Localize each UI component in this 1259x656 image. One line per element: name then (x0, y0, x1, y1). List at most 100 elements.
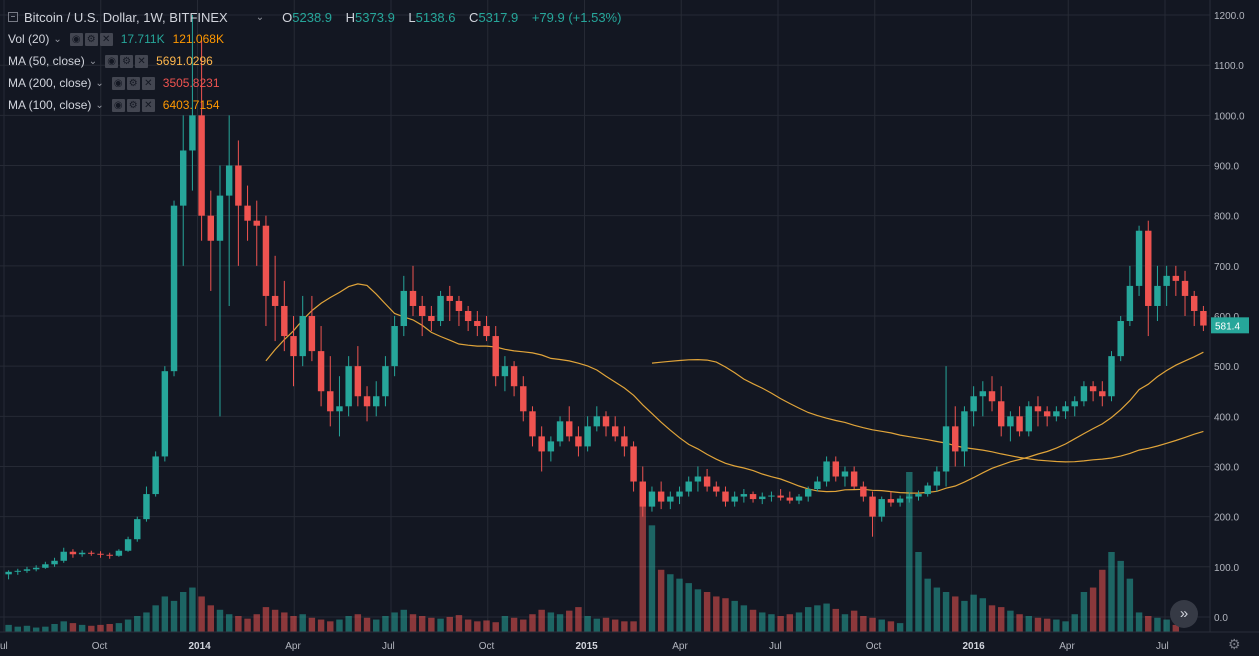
gear-icon[interactable]: ⚙ (1228, 636, 1241, 652)
volume-bar (823, 603, 830, 632)
volume-bar (492, 622, 499, 632)
candle-body (271, 295, 279, 306)
volume-bar (88, 625, 95, 632)
candle-body (676, 491, 683, 497)
volume-bar (124, 619, 132, 632)
close-icon[interactable]: ✕ (141, 98, 155, 112)
indicator-name[interactable]: Vol (20) (8, 32, 50, 46)
indicator-row[interactable]: Vol (20) ⌄ ◉ ⚙ ✕ 17.711K 121.068K (8, 28, 621, 50)
volume-bar (143, 612, 150, 632)
volume-bar (896, 623, 904, 632)
indicator-name[interactable]: MA (100, close) (8, 98, 92, 112)
volume-bar (437, 618, 444, 632)
chevron-down-icon[interactable]: ⌄ (95, 99, 104, 111)
price-tick-label: 900.0 (1214, 162, 1239, 173)
volume-bar (639, 489, 646, 632)
candle-body (961, 411, 968, 452)
volume-bar (308, 617, 316, 632)
candle-body (584, 426, 591, 447)
time-tick-label: Jul (382, 641, 395, 652)
indicator-buttons: ◉ ⚙ ✕ (105, 54, 149, 68)
candle-body (878, 499, 885, 517)
chevron-down-icon[interactable]: ⌄ (53, 33, 62, 45)
candle-body (336, 406, 343, 412)
volume-bar (198, 596, 205, 632)
volume-bar (262, 607, 270, 632)
chevron-down-icon[interactable]: ⌄ (255, 11, 265, 23)
time-tick-label: 2014 (189, 641, 212, 652)
volume-bar (189, 587, 196, 632)
eye-icon[interactable]: ◉ (111, 98, 125, 112)
time-tick-label: 2015 (576, 641, 599, 652)
candle-body (161, 371, 169, 457)
candle-body (621, 436, 628, 447)
chevron-down-icon[interactable]: ⌄ (95, 77, 104, 89)
candle-body (510, 366, 518, 387)
volume-bar (740, 605, 748, 632)
candle-body (78, 552, 86, 555)
candle-body (538, 436, 545, 452)
candle-body (667, 496, 674, 502)
volume-bar (529, 614, 536, 632)
volume-bar (786, 614, 794, 632)
volume-bar (180, 592, 187, 632)
indicator-name[interactable]: MA (50, close) (8, 54, 85, 68)
time-axis[interactable]: ul Oct 2014 Apr Jul Oct 2015 Apr Jul Oct 2016 Apr Ju… (0, 631, 1259, 652)
candle-body (566, 421, 573, 437)
volume-bar (474, 621, 481, 632)
volume-bar (832, 608, 839, 632)
volume-bar (1016, 614, 1023, 632)
eye-icon[interactable]: ◉ (105, 54, 119, 68)
volume-bar (464, 619, 472, 632)
gear-icon[interactable]: ⚙ (120, 54, 134, 68)
indicator-value: 17.711K (120, 32, 165, 46)
gear-icon[interactable]: ⚙ (84, 32, 98, 46)
volume-bar (575, 607, 582, 632)
volume-bar (281, 612, 288, 632)
close-icon[interactable]: ✕ (135, 54, 149, 68)
volume-bar (409, 614, 417, 632)
candle-body (832, 461, 839, 477)
close-icon[interactable]: ✕ (141, 76, 155, 90)
symbol-title[interactable]: Bitcoin / U.S. Dollar, 1W, BITFINEX (24, 9, 228, 25)
volume-bar (1126, 578, 1134, 632)
last-price-label: 581.4 (1215, 321, 1240, 332)
volume-bar (428, 617, 435, 632)
candle-body (1117, 321, 1124, 357)
candle-body (354, 366, 362, 397)
last-price-tag (1211, 317, 1249, 334)
candle-body (88, 552, 95, 554)
indicator-row[interactable]: MA (200, close) ⌄ ◉ ⚙ ✕ 3505.8231 (8, 72, 621, 94)
indicator-row[interactable]: MA (50, close) ⌄ ◉ ⚙ ✕ 5691.0296 (8, 50, 621, 72)
indicator-buttons: ◉ ⚙ ✕ (111, 76, 155, 90)
price-axis[interactable]: 0.0100.0200.0300.0400.0500.0600.0700.080… (1209, 0, 1249, 632)
chevron-down-icon[interactable]: ⌄ (88, 55, 98, 67)
volume-bar (134, 616, 141, 632)
eye-icon[interactable]: ◉ (111, 76, 125, 90)
volume-bar (345, 616, 352, 632)
volume-bar (970, 594, 977, 632)
candle-body (906, 496, 913, 499)
eye-icon[interactable]: ◉ (69, 32, 83, 46)
gear-icon[interactable]: ⚙ (126, 76, 140, 90)
candle-body (749, 494, 757, 500)
gear-icon[interactable]: ⚙ (126, 98, 140, 112)
indicator-name[interactable]: MA (200, close) (8, 76, 92, 90)
volume-bar (915, 552, 922, 632)
volume-bar (547, 612, 555, 632)
candle-body (492, 336, 499, 377)
volume-bar (299, 614, 306, 632)
candle-body (1200, 310, 1207, 326)
volume-bar (759, 612, 766, 632)
volume-bar (51, 624, 58, 632)
minus-square-icon[interactable] (8, 12, 18, 22)
volume-bar (391, 612, 398, 632)
double-chevron-right-icon[interactable]: » (1170, 600, 1198, 628)
close-icon[interactable]: ✕ (99, 32, 113, 46)
indicator-row[interactable]: MA (100, close) ⌄ ◉ ⚙ ✕ 6403.7154 (8, 94, 621, 116)
volume-bar (795, 612, 803, 632)
candle-body (464, 310, 472, 322)
volume-bar (621, 621, 628, 632)
